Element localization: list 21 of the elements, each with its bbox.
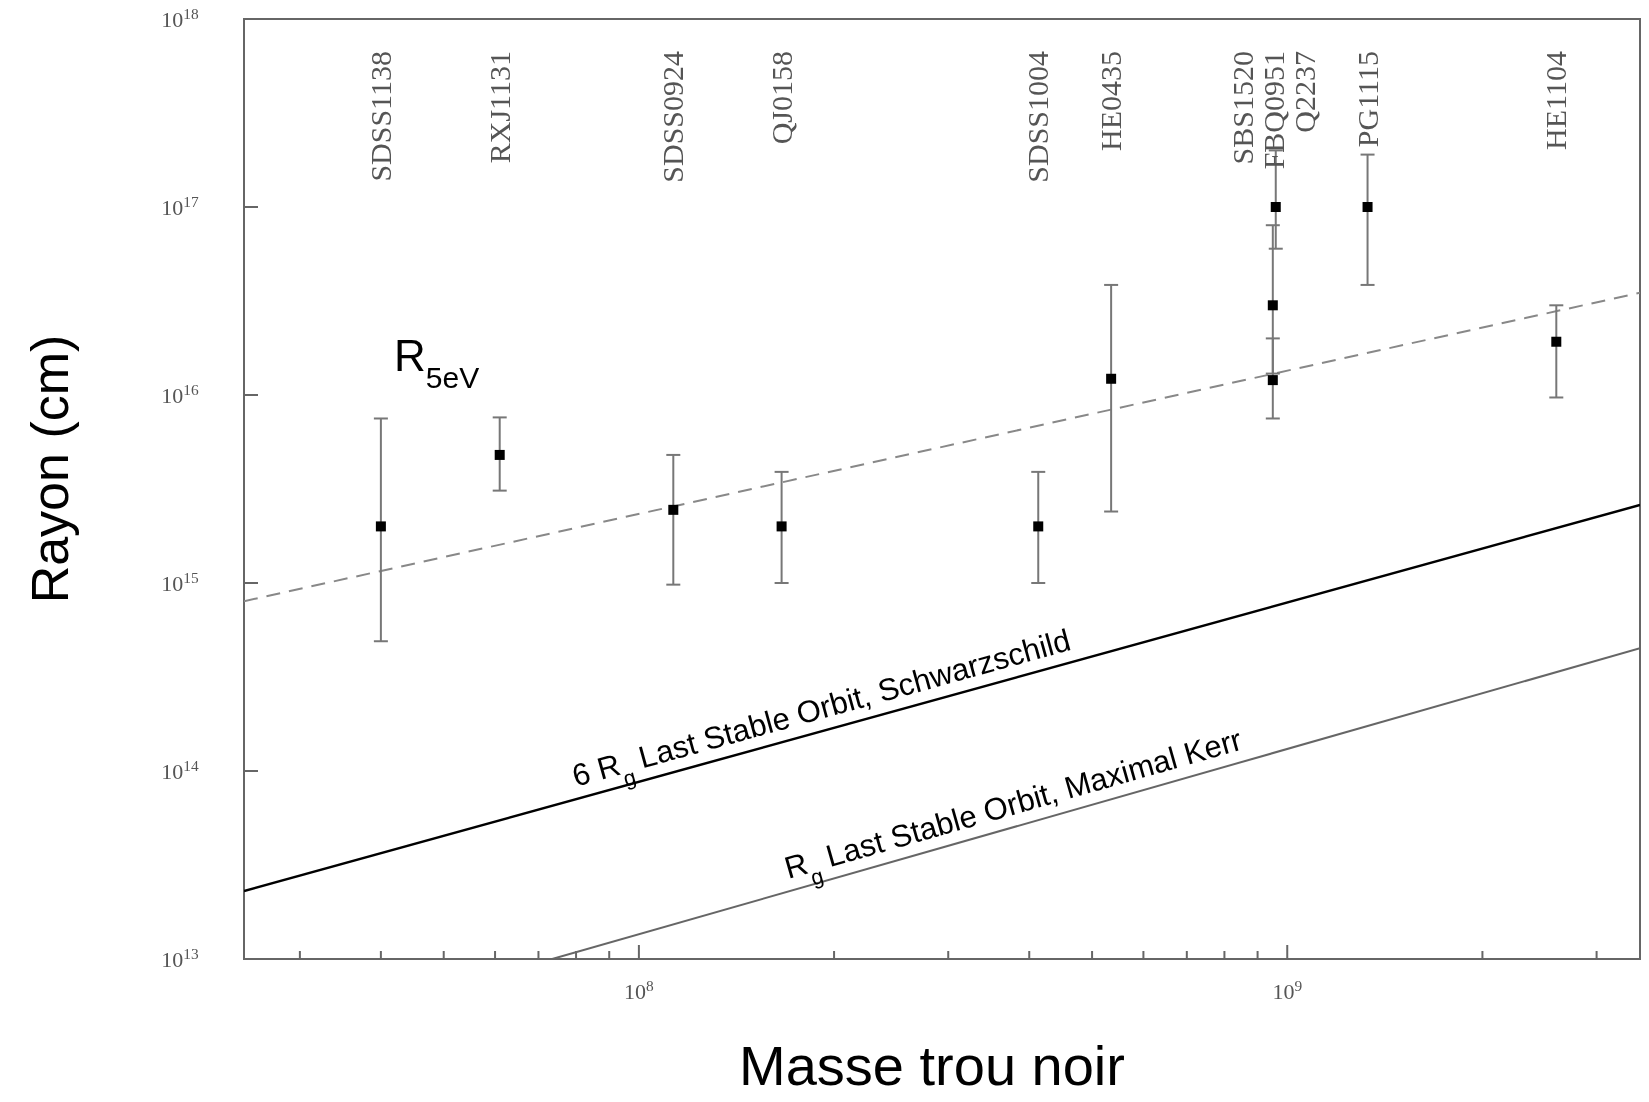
y-axis-title: Rayon (cm) (21, 334, 79, 604)
annotation: PG1115 (1350, 51, 1384, 148)
annotation: QJ0158 (764, 51, 798, 145)
y-tick-label: 10$^{16}$ (161, 380, 199, 408)
annotation: SDSS0924 (656, 51, 690, 183)
y-tick-label: 10$^{17}$ (161, 192, 199, 220)
x-tick-label: 10$^{8}$ (624, 976, 655, 1004)
annotation: HE0435 (1094, 51, 1128, 151)
annotation: SDSS1004 (1021, 51, 1055, 183)
x-axis-title: Masse trou noir (739, 1034, 1125, 1097)
annotation: SDSS1138 (363, 51, 397, 182)
annotation: HE1104 (1539, 51, 1573, 150)
y-tick-label: 10$^{13}$ (161, 944, 199, 972)
annotation: RXJ1131 (482, 51, 516, 164)
x-tick-label: 10$^{9}$ (1272, 976, 1303, 1004)
annotation: FBQ0951 (1256, 51, 1290, 170)
y-tick-label: 10$^{14}$ (161, 756, 199, 784)
annotation: R$_{5eV}$ (394, 331, 480, 394)
y-tick-label: 10$^{18}$ (161, 4, 199, 32)
y-tick-label: 10$^{15}$ (161, 568, 199, 596)
annotation: SBS1520 (1225, 51, 1259, 165)
